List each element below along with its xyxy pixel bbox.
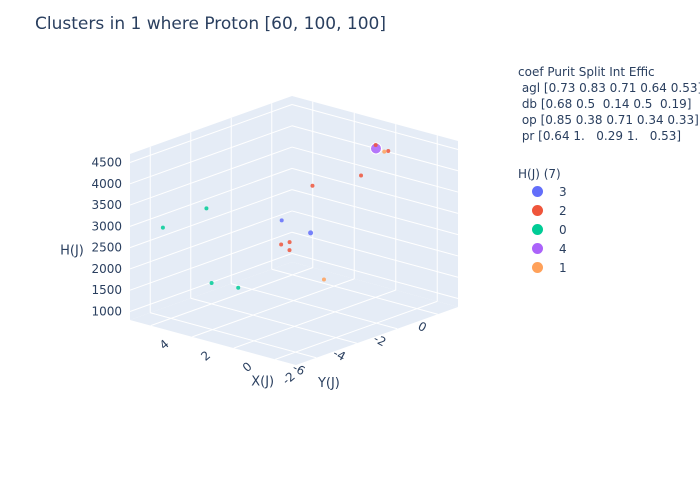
data-point[interactable] — [386, 148, 391, 153]
grid-line — [150, 312, 317, 359]
grid-line — [129, 189, 293, 249]
legend-items[interactable]: 3 2 0 4 1 — [510, 182, 700, 277]
z-tick-label: 4000 — [91, 177, 122, 191]
grid-line — [129, 125, 293, 185]
z-tick-label: 2500 — [91, 241, 122, 255]
legend-label: 4 — [559, 241, 567, 256]
data-point[interactable] — [373, 143, 378, 148]
grid-line — [291, 231, 459, 278]
legend-item[interactable]: 2 — [532, 201, 700, 220]
grid-line — [271, 268, 438, 315]
z-tick-label: 3000 — [91, 219, 122, 233]
axis-panes — [130, 96, 458, 365]
legend-item[interactable]: 3 — [532, 182, 700, 201]
z-axis-label: H(J) — [60, 243, 84, 258]
grid-line — [231, 283, 398, 330]
data-point[interactable] — [279, 218, 284, 223]
legend-item[interactable]: 0 — [532, 220, 700, 239]
z-tick-label: 2000 — [91, 262, 122, 276]
x-tick-label: 2 — [198, 348, 213, 364]
y-tick-label: -2 — [371, 331, 388, 349]
data-point[interactable] — [236, 285, 241, 290]
legend-item[interactable]: 1 — [532, 258, 700, 277]
data-point[interactable] — [287, 240, 292, 245]
grid-line — [129, 231, 293, 291]
legend-header-rows: agl [0.73 0.83 0.71 0.64 0.53] db [0.68 … — [510, 80, 700, 144]
x-axis-label: X(J) — [251, 374, 274, 389]
chart-title: Clusters in 1 where Proton [60, 100, 100… — [35, 14, 386, 34]
z-tick-label: 3500 — [91, 198, 122, 212]
z-tick-label: 1500 — [91, 283, 122, 297]
grid-line — [150, 267, 313, 327]
grid-line — [291, 167, 459, 214]
left-wall-pane — [130, 96, 292, 320]
x-tick-label: 4 — [157, 337, 172, 353]
grid-line — [291, 253, 459, 299]
legend-label: 0 — [559, 222, 567, 237]
z-tick-label: 1000 — [91, 304, 122, 318]
z-tick-label: 4500 — [91, 156, 122, 170]
data-point[interactable] — [279, 242, 284, 247]
data-point[interactable] — [209, 281, 214, 286]
grid-line — [192, 278, 355, 338]
grid-line — [291, 104, 459, 150]
grid-lines — [129, 101, 459, 360]
legend[interactable]: coef Purit Split Int Effic agl [0.73 0.8… — [510, 64, 700, 277]
grid-line — [291, 210, 459, 257]
y-tick-label: -4 — [331, 346, 348, 364]
data-point[interactable] — [308, 230, 314, 236]
legend-header-row: pr [0.64 1. 0.29 1. 0.53] — [518, 129, 682, 143]
legend-header-row: db [0.68 0.5 0.14 0.5 0.19] — [518, 97, 692, 111]
legend-marker — [532, 224, 543, 235]
y-axis-label: Y(J) — [317, 376, 340, 391]
legend-header-row: agl [0.73 0.83 0.71 0.64 0.53] — [518, 81, 700, 95]
legend-marker — [532, 205, 543, 216]
grid-line — [129, 210, 293, 270]
legend-label: 1 — [559, 260, 567, 275]
x-tick-label: 0 — [240, 359, 255, 375]
floor-pane — [130, 262, 458, 365]
legend-header-title: coef Purit Split Int Effic — [518, 65, 655, 79]
grid-line — [291, 189, 459, 236]
legend-marker — [532, 243, 543, 254]
grid-line — [291, 146, 459, 193]
data-point[interactable] — [382, 149, 387, 154]
grid-line — [275, 300, 438, 360]
grid-line — [190, 297, 357, 344]
right-wall-pane — [292, 96, 458, 307]
data-point[interactable] — [204, 206, 209, 211]
grid-line — [233, 289, 396, 349]
legend-item[interactable]: 4 — [532, 239, 700, 258]
legend-label: 3 — [559, 184, 567, 199]
grid-line — [129, 104, 293, 163]
axis-labels: H(J) Y(J) X(J) — [60, 243, 340, 391]
data-point[interactable] — [321, 277, 326, 282]
data-point[interactable] — [370, 142, 382, 155]
data-point[interactable] — [310, 183, 315, 188]
data-point[interactable] — [160, 225, 165, 230]
legend-title: H(J) (7) — [518, 167, 561, 181]
data-point[interactable] — [359, 173, 364, 178]
grid-line — [129, 167, 293, 227]
data-points[interactable] — [160, 142, 391, 290]
grid-line — [129, 146, 293, 206]
legend-label: 2 — [559, 203, 567, 218]
legend-marker — [532, 186, 543, 197]
legend-header-row: op [0.85 0.38 0.71 0.34 0.33] — [518, 113, 699, 127]
y-tick-label: -6 — [290, 360, 307, 378]
data-point[interactable] — [287, 248, 292, 253]
legend-marker — [532, 262, 543, 273]
